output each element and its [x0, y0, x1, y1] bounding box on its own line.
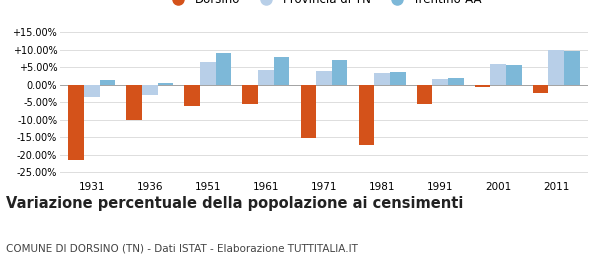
- Bar: [258, 70, 274, 85]
- Bar: [374, 73, 390, 85]
- Bar: [142, 85, 158, 95]
- Bar: [158, 83, 173, 85]
- Bar: [84, 85, 100, 97]
- Bar: [432, 80, 448, 85]
- Text: COMUNE DI DORSINO (TN) - Dati ISTAT - Elaborazione TUTTITALIA.IT: COMUNE DI DORSINO (TN) - Dati ISTAT - El…: [6, 244, 358, 254]
- Bar: [184, 85, 200, 106]
- Bar: [490, 64, 506, 85]
- Bar: [316, 71, 332, 85]
- Bar: [359, 85, 374, 145]
- Bar: [68, 85, 84, 160]
- Bar: [548, 50, 564, 85]
- Bar: [127, 85, 142, 120]
- Legend: Dorsino, Provincia di TN, Trentino-AA: Dorsino, Provincia di TN, Trentino-AA: [162, 0, 486, 10]
- Text: Variazione percentuale della popolazione ai censimenti: Variazione percentuale della popolazione…: [6, 196, 463, 211]
- Bar: [475, 85, 490, 87]
- Bar: [390, 73, 406, 85]
- Bar: [200, 62, 216, 85]
- Bar: [416, 85, 432, 104]
- Bar: [506, 66, 521, 85]
- Bar: [242, 85, 258, 104]
- Bar: [100, 81, 115, 85]
- Bar: [564, 52, 580, 85]
- Bar: [301, 85, 316, 138]
- Bar: [332, 60, 347, 85]
- Bar: [274, 57, 289, 85]
- Bar: [533, 85, 548, 94]
- Bar: [448, 78, 464, 85]
- Bar: [216, 53, 232, 85]
